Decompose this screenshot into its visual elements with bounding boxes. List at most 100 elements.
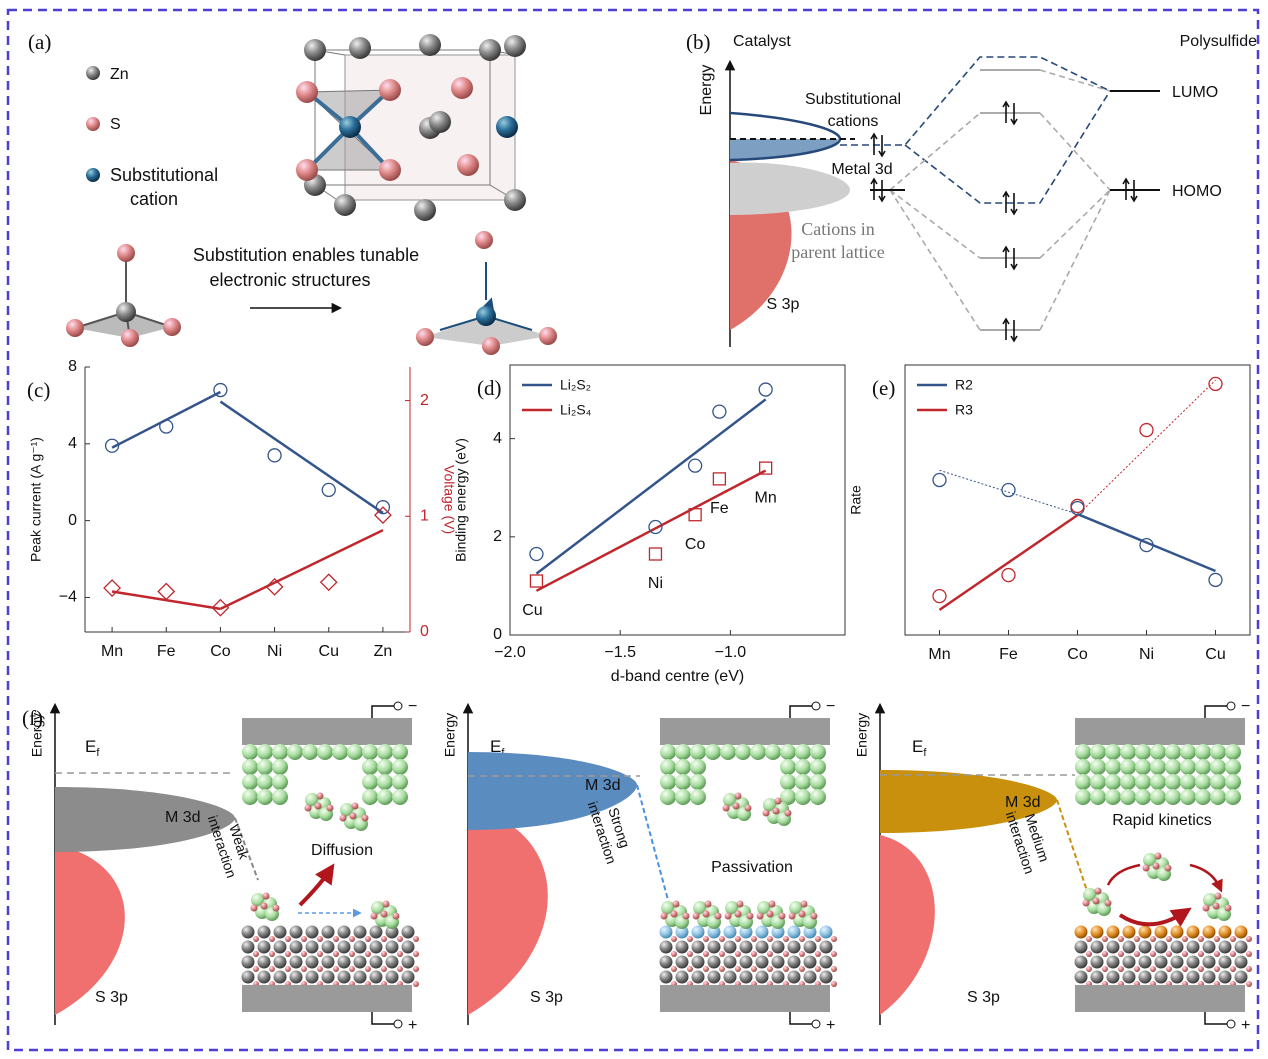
marker: [319, 573, 338, 592]
atom: [253, 951, 259, 957]
atom: [672, 900, 680, 908]
atom: [723, 970, 737, 984]
atom: [1225, 774, 1241, 790]
atom: [724, 912, 732, 920]
panel-label: (d): [477, 376, 502, 400]
atom: [257, 925, 271, 939]
atom: [687, 966, 693, 972]
atom: [703, 936, 709, 942]
fermi-label: Ef: [85, 737, 100, 758]
atom: [675, 970, 689, 984]
point-label: Mn: [755, 489, 777, 506]
atom: [766, 910, 774, 918]
atom: [369, 970, 383, 984]
marker: [648, 547, 663, 561]
marker: [648, 519, 663, 535]
atom: [413, 981, 419, 987]
atom: [362, 774, 378, 790]
atom: [795, 759, 811, 775]
atom: [339, 814, 347, 822]
atom: [349, 812, 357, 820]
atom: [66, 319, 84, 337]
motion-arrow: [298, 863, 335, 907]
band-label: S 3p: [95, 989, 128, 1006]
terminal-node: [811, 1019, 821, 1029]
atom: [1106, 970, 1120, 984]
fermi-subscript: f: [96, 747, 100, 759]
atom: [317, 951, 323, 957]
atom: [539, 327, 557, 345]
terminal-node: [1226, 1019, 1236, 1029]
atom: [1180, 774, 1196, 790]
atom: [321, 970, 335, 984]
atom: [257, 759, 273, 775]
atom: [736, 900, 744, 908]
atom: [377, 744, 393, 760]
atom: [1094, 887, 1102, 895]
atom: [333, 951, 339, 957]
atom: [735, 936, 741, 942]
atom: [675, 955, 689, 969]
atom: [1074, 970, 1088, 984]
atom: [660, 744, 676, 760]
atom: [660, 912, 668, 920]
y-tick-label: 8: [68, 358, 77, 375]
legend-text: cation: [130, 189, 178, 209]
x-tick-label: Co: [1067, 646, 1088, 663]
atom: [353, 955, 367, 969]
atom: [810, 744, 826, 760]
atom: [253, 936, 259, 942]
atom: [1165, 774, 1181, 790]
atom: [413, 966, 419, 972]
atom: [347, 744, 363, 760]
atom: [675, 744, 691, 760]
atom: [1106, 940, 1120, 954]
atom: [397, 951, 403, 957]
panel-label: (a): [28, 30, 51, 54]
atom: [257, 955, 271, 969]
interaction-line: [1056, 799, 1091, 901]
x-tick-label: −1.0: [715, 644, 747, 661]
atom: [725, 901, 739, 915]
atom: [819, 970, 833, 984]
atom: [1202, 904, 1210, 912]
atom: [671, 951, 677, 957]
atom: [810, 774, 826, 790]
axis-label: Energy: [854, 713, 870, 757]
atom: [351, 802, 359, 810]
metal-band: [55, 787, 235, 852]
label: cations: [828, 113, 879, 130]
atom: [707, 940, 721, 954]
atom: [316, 792, 324, 800]
atom: [457, 154, 479, 176]
electrode: [242, 718, 412, 745]
atom: [1135, 759, 1151, 775]
atom: [787, 925, 801, 939]
atom: [1234, 970, 1248, 984]
atom: [693, 901, 707, 915]
y2-tick-label: 2: [420, 392, 429, 409]
atom: [429, 111, 451, 133]
atom: [675, 940, 689, 954]
atom: [659, 940, 673, 954]
atom: [353, 970, 367, 984]
atom: [1195, 744, 1211, 760]
legend-text: S: [110, 116, 121, 133]
legend-label: R2: [955, 377, 973, 393]
atom: [789, 901, 803, 915]
atom: [285, 936, 291, 942]
atom: [1165, 744, 1181, 760]
atom: [1150, 966, 1156, 972]
atom: [810, 789, 826, 805]
atom: [765, 744, 781, 760]
fit-line: [1077, 379, 1216, 516]
atom: [1166, 936, 1172, 942]
marker: [932, 472, 947, 488]
atom: [476, 306, 496, 326]
atom: [799, 936, 805, 942]
fit-line: [939, 469, 1078, 515]
point-label: Ni: [648, 575, 663, 592]
atom: [1134, 936, 1140, 942]
marker: [759, 461, 773, 475]
atom: [289, 970, 303, 984]
